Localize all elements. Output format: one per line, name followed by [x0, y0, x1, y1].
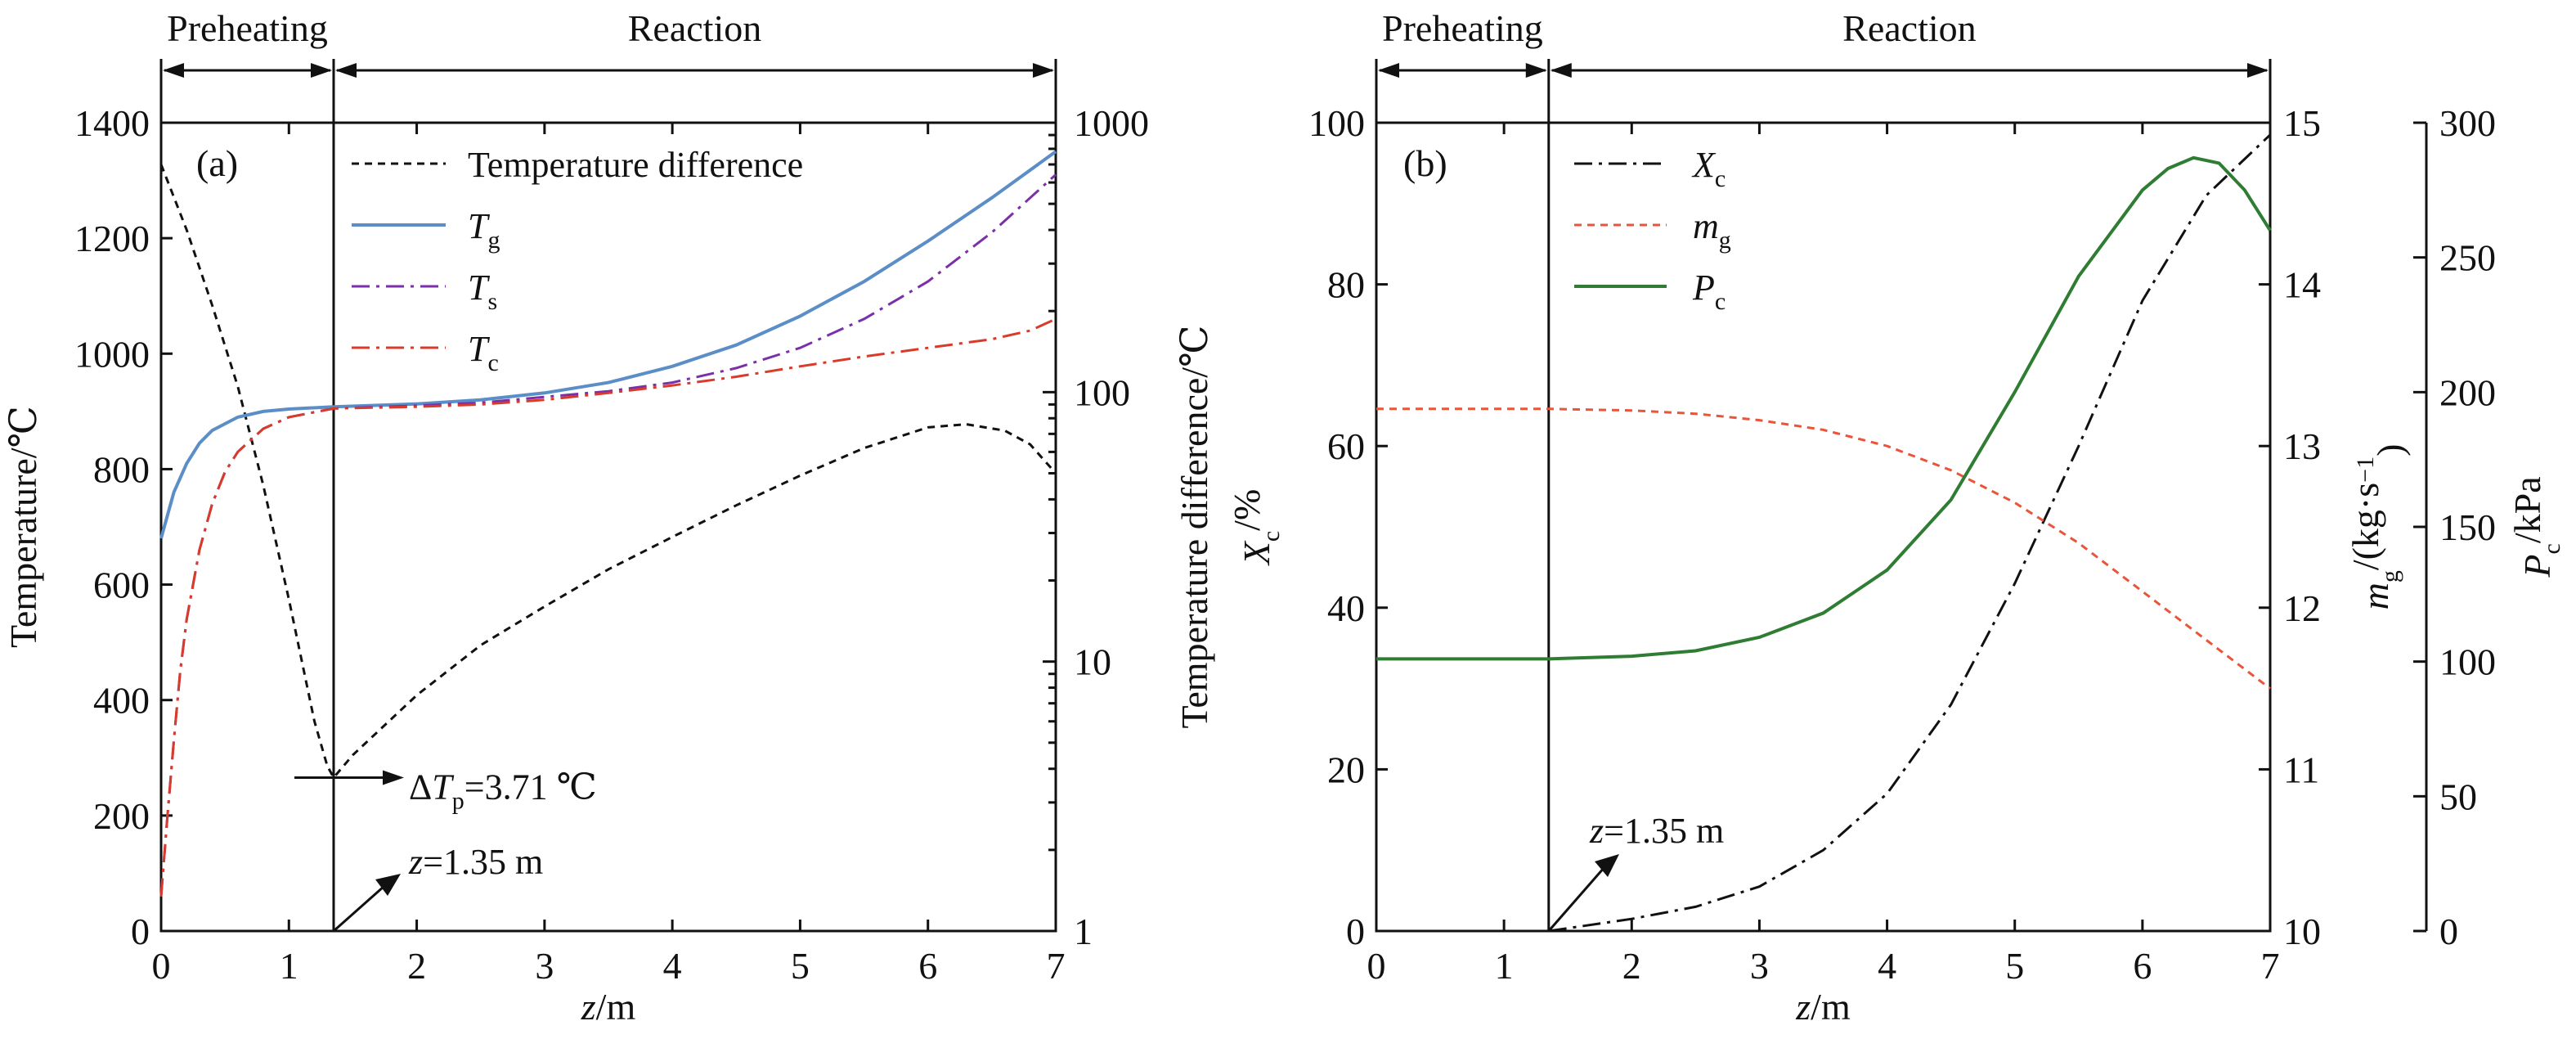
y-right-axis-title: Temperature difference/℃: [1174, 325, 1215, 728]
y-left-tick-label: 800: [93, 448, 150, 490]
legend-label: Tc: [468, 329, 499, 376]
x-tick-label: 2: [407, 945, 426, 987]
phase-label-reaction: Reaction: [1842, 7, 1977, 49]
x-tick-label: 5: [791, 945, 810, 987]
y-left-tick-label: 100: [1308, 102, 1365, 144]
y-right2-tick-label: 150: [2439, 506, 2496, 548]
y-right2-axis-title: Pc/kPa: [2506, 476, 2565, 578]
x-tick-label: 6: [918, 945, 937, 987]
x-tick-label: 1: [1495, 945, 1514, 987]
y-left-tick-label: 80: [1327, 264, 1365, 306]
y-right1-tick-label: 10: [2283, 911, 2321, 952]
series-line-pc: [1376, 155, 2272, 661]
y-left-tick-label: 400: [93, 680, 150, 722]
x-tick-label: 4: [1878, 945, 1896, 987]
x-tick-label: 4: [663, 945, 682, 987]
series-line-tc: [159, 317, 1057, 897]
x-tick-label: 7: [2261, 945, 2280, 987]
y-right2-tick-label: 250: [2439, 237, 2496, 279]
y-right1-tick-label: 12: [2283, 587, 2321, 629]
phase-label-reaction: Reaction: [628, 7, 762, 49]
z-annotation: z=1.35 m: [1589, 811, 1724, 851]
legend-label: Temperature difference: [468, 145, 803, 185]
x-tick-label: 5: [2005, 945, 2024, 987]
z-annotation: z=1.35 m: [408, 842, 543, 882]
preheating-arrow-head-right: [1525, 63, 1547, 78]
x-tick-label: 3: [1750, 945, 1769, 987]
x-axis-title: z/m: [581, 986, 636, 1028]
y-right2-tick-label: 50: [2439, 776, 2477, 817]
y-right2-tick-label: 200: [2439, 371, 2496, 413]
x-tick-label: 2: [1622, 945, 1641, 987]
legend-label: Tg: [468, 206, 500, 254]
y-left-tick-label: 0: [131, 911, 150, 952]
panel-label: (b): [1403, 142, 1447, 184]
legend-label: mg: [1693, 206, 1731, 254]
preheating-arrow-head-left: [1378, 63, 1399, 78]
delta-t-arrow-head: [383, 770, 404, 785]
series-line-tg: [159, 150, 1057, 539]
z-arrow-head: [1595, 854, 1619, 877]
plot-frame: [1375, 121, 2272, 933]
y-left-axis-title: Xc/%: [1226, 489, 1285, 567]
delta-t-annotation: ΔTp=3.71 ℃: [409, 767, 597, 814]
x-tick-label: 0: [1367, 945, 1386, 987]
legend-label: Xc: [1691, 145, 1726, 192]
y-right1-tick-label: 13: [2283, 425, 2321, 467]
y-left-tick-label: 1000: [74, 333, 150, 375]
reaction-arrow-head-left: [334, 63, 357, 78]
z-arrow-head: [375, 874, 401, 896]
y-right-tick-label: 100: [1074, 371, 1130, 413]
y-left-tick-label: 600: [93, 564, 150, 606]
y-left-tick-label: 40: [1327, 587, 1365, 629]
y-right-tick-label: 1: [1074, 911, 1093, 952]
y-right1-tick-label: 11: [2283, 749, 2319, 790]
y-right2-tick-label: 0: [2439, 911, 2458, 952]
preheating-arrow-head-right: [310, 63, 332, 78]
series-line-temperature-difference: [159, 164, 1057, 780]
y-left-tick-label: 0: [1346, 911, 1365, 952]
z-arrow: [1547, 866, 1606, 932]
y-left-tick-label: 20: [1327, 749, 1365, 790]
preheating-arrow-head-left: [163, 63, 184, 78]
legend-label: Pc: [1692, 268, 1726, 315]
reaction-arrow-head-right: [2247, 63, 2269, 78]
y-right2-tick-label: 300: [2439, 102, 2496, 144]
x-tick-label: 3: [535, 945, 554, 987]
y-right1-tick-label: 15: [2283, 102, 2321, 144]
x-tick-label: 7: [1047, 945, 1066, 987]
series-line-mg: [1376, 407, 2271, 690]
legend-label: Ts: [468, 268, 497, 315]
y-left-tick-label: 1200: [74, 218, 150, 259]
z-arrow: [332, 884, 385, 933]
panel-label: (a): [196, 142, 238, 184]
y-left-axis-title: Temperature/℃: [2, 406, 44, 648]
y-left-tick-label: 1400: [74, 102, 150, 144]
x-tick-label: 0: [152, 945, 171, 987]
series-line-ts: [159, 173, 1057, 897]
reaction-arrow-head-right: [1033, 63, 1054, 78]
series-line-xc: [1548, 133, 2272, 933]
plot-frame: [159, 121, 1057, 933]
y-left-tick-label: 200: [93, 795, 150, 837]
phase-label-preheating: Preheating: [1382, 7, 1543, 49]
reaction-arrow-head-left: [1550, 63, 1572, 78]
phase-label-preheating: Preheating: [167, 7, 328, 49]
x-axis-title: z/m: [1795, 986, 1851, 1028]
panel-a: Preheating Reaction 0 1 2 3 4 5 6 7 z/m 0 200 400 600 8…: [2, 7, 1215, 1028]
y-right-tick-label: 1000: [1074, 102, 1149, 144]
y-right1-tick-label: 14: [2283, 264, 2321, 306]
x-tick-label: 6: [2133, 945, 2152, 987]
y-right-tick-label: 10: [1074, 641, 1111, 683]
x-tick-label: 1: [280, 945, 298, 987]
y-right2-tick-label: 100: [2439, 641, 2496, 683]
y-left-tick-label: 60: [1327, 425, 1365, 467]
y-right1-axis-title: mg/(kg·s−1): [2345, 444, 2411, 610]
